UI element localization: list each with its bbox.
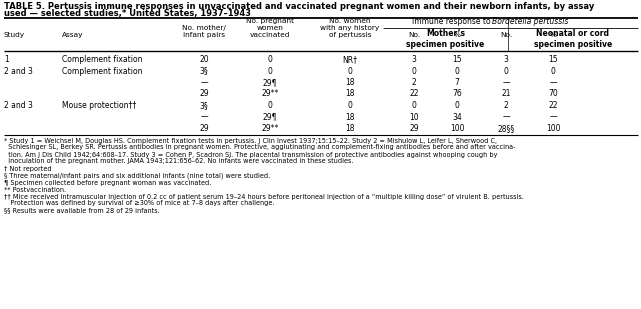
Text: —: — bbox=[200, 78, 208, 87]
Text: —: — bbox=[549, 112, 557, 121]
Text: Schlesinger SL, Berkey SR. Pertussis antibodies in pregnant women. Protective, a: Schlesinger SL, Berkey SR. Pertussis ant… bbox=[4, 145, 515, 150]
Text: 29**: 29** bbox=[262, 90, 279, 99]
Text: 76: 76 bbox=[452, 90, 462, 99]
Text: 15: 15 bbox=[548, 55, 558, 64]
Text: NR†: NR† bbox=[342, 55, 358, 64]
Text: No.: No. bbox=[500, 32, 512, 38]
Text: 2: 2 bbox=[412, 78, 417, 87]
Text: 3: 3 bbox=[504, 55, 508, 64]
Text: 21: 21 bbox=[501, 90, 511, 99]
Text: Mother’s
specimen positive: Mother’s specimen positive bbox=[406, 29, 485, 49]
Text: 20: 20 bbox=[199, 55, 209, 64]
Text: 0: 0 bbox=[347, 101, 353, 110]
Text: inoculation of the pregnant mother. JAMA 1943;121:656–62. No infants were vaccin: inoculation of the pregnant mother. JAMA… bbox=[4, 159, 353, 164]
Text: 18: 18 bbox=[345, 112, 354, 121]
Text: 0: 0 bbox=[551, 66, 556, 75]
Text: 7: 7 bbox=[454, 78, 460, 87]
Text: No. women
with any history
of pertussis: No. women with any history of pertussis bbox=[320, 18, 379, 38]
Text: Neonatal or cord
specimen positive: Neonatal or cord specimen positive bbox=[534, 29, 612, 49]
Text: §§ Results were available from 28 of 29 infants.: §§ Results were available from 28 of 29 … bbox=[4, 208, 160, 214]
Text: 70: 70 bbox=[548, 90, 558, 99]
Text: Complement fixation: Complement fixation bbox=[62, 55, 142, 64]
Text: 3: 3 bbox=[412, 55, 417, 64]
Text: —: — bbox=[502, 78, 510, 87]
Text: 0: 0 bbox=[504, 66, 508, 75]
Text: 15: 15 bbox=[452, 55, 462, 64]
Text: 22: 22 bbox=[548, 101, 558, 110]
Text: § Three maternal/infant pairs and six additional infants (nine total) were studi: § Three maternal/infant pairs and six ad… bbox=[4, 172, 271, 179]
Text: ** Postvaccination.: ** Postvaccination. bbox=[4, 187, 66, 193]
Text: Study: Study bbox=[4, 32, 25, 38]
Text: †† Mice received intramuscular injection of 0.2 cc of patient serum 19–24 hours : †† Mice received intramuscular injection… bbox=[4, 193, 524, 200]
Text: 29¶: 29¶ bbox=[263, 78, 278, 87]
Text: 29¶: 29¶ bbox=[263, 112, 278, 121]
Text: 0: 0 bbox=[347, 66, 353, 75]
Text: tion. Am J Dis Child 1942;64:608–17. Study 3 = Cohen P, Scadron SJ. The placenta: tion. Am J Dis Child 1942;64:608–17. Stu… bbox=[4, 151, 497, 158]
Text: No. pregnant
women
vaccinated: No. pregnant women vaccinated bbox=[246, 18, 294, 38]
Text: 2 and 3: 2 and 3 bbox=[4, 66, 33, 75]
Text: %: % bbox=[453, 32, 460, 38]
Text: 29**: 29** bbox=[262, 124, 279, 133]
Text: 0: 0 bbox=[412, 66, 417, 75]
Text: —: — bbox=[549, 78, 557, 87]
Text: 28§§: 28§§ bbox=[497, 124, 515, 133]
Text: 2: 2 bbox=[504, 101, 508, 110]
Text: 29: 29 bbox=[199, 124, 209, 133]
Text: Mouse protection††: Mouse protection†† bbox=[62, 101, 137, 110]
Text: %: % bbox=[549, 32, 556, 38]
Text: 18: 18 bbox=[345, 78, 354, 87]
Text: 34: 34 bbox=[452, 112, 462, 121]
Text: 3§: 3§ bbox=[199, 101, 208, 110]
Text: No. mother/
infant pairs: No. mother/ infant pairs bbox=[182, 25, 226, 38]
Text: 18: 18 bbox=[345, 90, 354, 99]
Text: —: — bbox=[200, 112, 208, 121]
Text: used — selected studies,* United States, 1937–1943: used — selected studies,* United States,… bbox=[4, 9, 251, 18]
Text: 18: 18 bbox=[345, 124, 354, 133]
Text: 0: 0 bbox=[267, 55, 272, 64]
Text: 0: 0 bbox=[454, 66, 460, 75]
Text: † Not reported: † Not reported bbox=[4, 166, 52, 171]
Text: 0: 0 bbox=[267, 101, 272, 110]
Text: 0: 0 bbox=[267, 66, 272, 75]
Text: Immune response to: Immune response to bbox=[412, 17, 492, 26]
Text: 0: 0 bbox=[454, 101, 460, 110]
Text: * Study 1 = Weichsel M, Douglas HS. Complement fixation tests in pertussis. J Cl: * Study 1 = Weichsel M, Douglas HS. Comp… bbox=[4, 138, 497, 143]
Text: No.: No. bbox=[408, 32, 420, 38]
Text: 10: 10 bbox=[409, 112, 419, 121]
Text: Complement fixation: Complement fixation bbox=[62, 66, 142, 75]
Text: 22: 22 bbox=[409, 90, 419, 99]
Text: 29: 29 bbox=[199, 90, 209, 99]
Text: 0: 0 bbox=[412, 101, 417, 110]
Text: Assay: Assay bbox=[62, 32, 83, 38]
Text: 2 and 3: 2 and 3 bbox=[4, 101, 33, 110]
Text: 100: 100 bbox=[450, 124, 464, 133]
Text: 1: 1 bbox=[4, 55, 9, 64]
Text: ¶ Specimen collected before pregnant woman was vaccinated.: ¶ Specimen collected before pregnant wom… bbox=[4, 180, 212, 185]
Text: TABLE 5. Pertussis immune responses in unvaccinated and vaccinated pregnant wome: TABLE 5. Pertussis immune responses in u… bbox=[4, 2, 594, 11]
Text: Protection was defined by survival of ≥30% of mice at 7–8 days after challenge.: Protection was defined by survival of ≥3… bbox=[4, 201, 274, 206]
Text: 29: 29 bbox=[409, 124, 419, 133]
Text: 100: 100 bbox=[545, 124, 560, 133]
Text: Bordetella pertussis: Bordetella pertussis bbox=[492, 17, 569, 26]
Text: —: — bbox=[502, 112, 510, 121]
Text: 3§: 3§ bbox=[199, 66, 208, 75]
